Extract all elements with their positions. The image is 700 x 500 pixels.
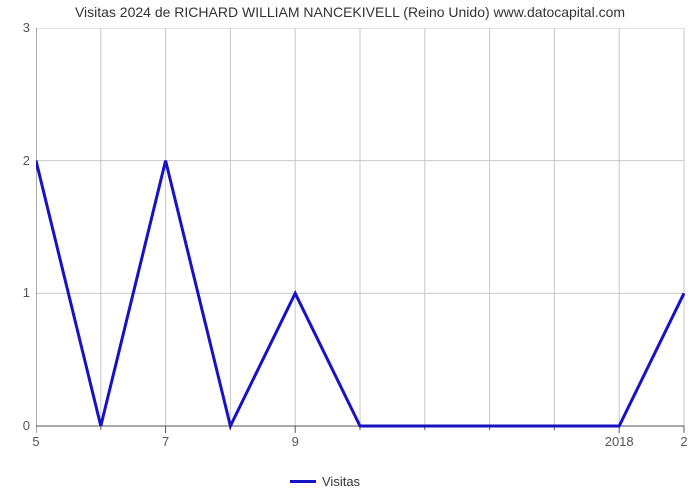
legend-swatch [290,480,316,483]
y-tick-label: 3 [23,20,30,35]
chart-title: Visitas 2024 de RICHARD WILLIAM NANCEKIV… [0,4,700,20]
x-tick-label: 2 [664,434,700,449]
legend: Visitas [290,474,360,489]
y-tick-label: 1 [23,285,30,300]
y-tick-label: 0 [23,418,30,433]
y-tick-label: 2 [23,153,30,168]
x-tick-label: 7 [146,434,186,449]
x-tick-label: 9 [275,434,315,449]
x-tick-label: 5 [16,434,56,449]
chart-container: Visitas 2024 de RICHARD WILLIAM NANCEKIV… [0,0,700,500]
chart-plot [36,28,686,440]
legend-label: Visitas [322,474,360,489]
x-tick-label: 2018 [599,434,639,449]
